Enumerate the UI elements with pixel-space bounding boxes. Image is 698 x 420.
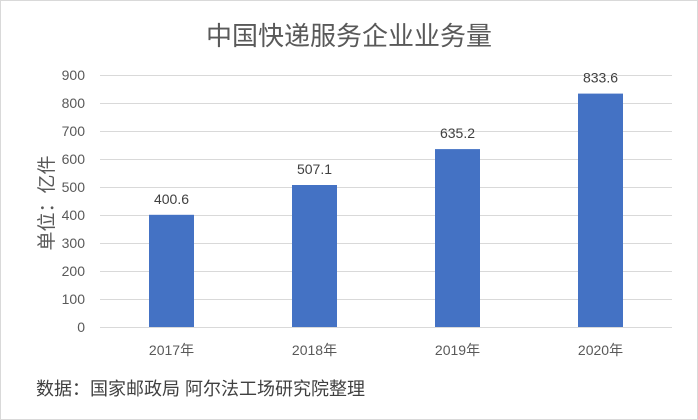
- data-label: 833.6: [583, 70, 618, 86]
- x-tick-label: 2019年: [435, 342, 480, 358]
- data-label: 635.2: [440, 125, 475, 141]
- data-label: 400.6: [154, 191, 189, 207]
- y-tick-label: 100: [62, 291, 86, 307]
- source-note: 数据：国家邮政局 阿尔法工场研究院整理: [36, 379, 365, 399]
- chart-title: 中国快递服务企业业务量: [206, 21, 492, 51]
- bar: [435, 149, 480, 327]
- y-tick-label: 200: [62, 263, 86, 279]
- y-axis-ticks: 0 100 200 300 400 500 600 700 800 900: [62, 67, 86, 335]
- x-axis-ticks: 2017年 2018年 2019年 2020年: [149, 342, 623, 358]
- y-axis-label: 单位：亿件: [36, 155, 58, 250]
- y-tick-label: 700: [62, 123, 86, 139]
- x-tick-label: 2017年: [149, 342, 194, 358]
- y-tick-label: 400: [62, 207, 86, 223]
- data-labels: 400.6 507.1 635.2 833.6: [154, 70, 618, 207]
- bar: [578, 93, 623, 327]
- bar: [292, 185, 337, 327]
- data-label: 507.1: [297, 161, 332, 177]
- x-tick-label: 2020年: [578, 342, 623, 358]
- y-tick-label: 300: [62, 235, 86, 251]
- bar: [149, 214, 194, 327]
- bars: [149, 93, 623, 327]
- y-tick-label: 600: [62, 151, 86, 167]
- y-tick-label: 800: [62, 95, 86, 111]
- x-tick-label: 2018年: [292, 342, 337, 358]
- y-tick-label: 500: [62, 179, 86, 195]
- y-tick-label: 900: [62, 67, 86, 83]
- y-tick-label: 0: [77, 319, 85, 335]
- gridlines: [100, 75, 672, 328]
